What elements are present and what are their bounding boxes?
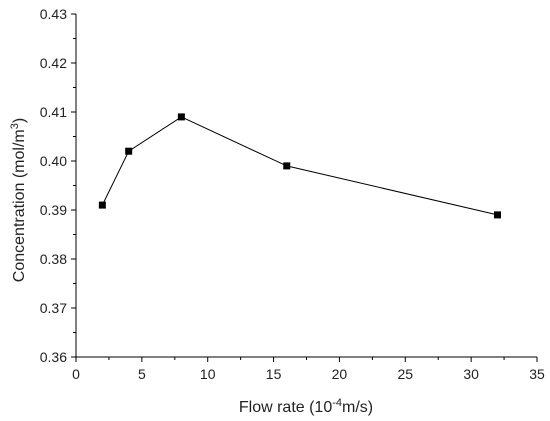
x-tick-label: 15 [266,366,282,382]
data-point [125,147,133,155]
y-tick-label: 0.43 [40,6,67,22]
x-tick-label: 35 [529,366,545,382]
y-axis-label: Concentration (mol/m3) [9,118,28,282]
x-tick-label: 25 [397,366,413,382]
data-point [177,113,185,121]
y-tick-label: 0.38 [40,251,67,267]
axes [75,14,537,358]
x-axis-label: Flow rate (10-4m/s) [239,397,373,416]
y-tick-label: 0.42 [40,55,67,71]
y-tick-label: 0.39 [40,202,67,218]
data-point [283,162,291,170]
plot-area [98,113,501,219]
x-ticks: 0 5 10 15 20 25 30 35 [72,357,545,382]
y-ticks: 0.36 0.37 0.38 0.39 0.40 0.41 0.42 0.43 [40,6,76,365]
x-tick-label: 5 [138,366,146,382]
y-tick-label: 0.41 [40,104,67,120]
y-tick-label: 0.37 [40,300,67,316]
series-line [101,116,498,216]
x-tick-label: 0 [72,366,80,382]
x-tick-label: 20 [332,366,348,382]
data-point [98,201,106,209]
y-tick-label: 0.36 [40,349,67,365]
y-tick-label: 0.40 [40,153,67,169]
x-tick-label: 10 [200,366,216,382]
x-tick-label: 30 [463,366,479,382]
data-point [493,211,501,219]
